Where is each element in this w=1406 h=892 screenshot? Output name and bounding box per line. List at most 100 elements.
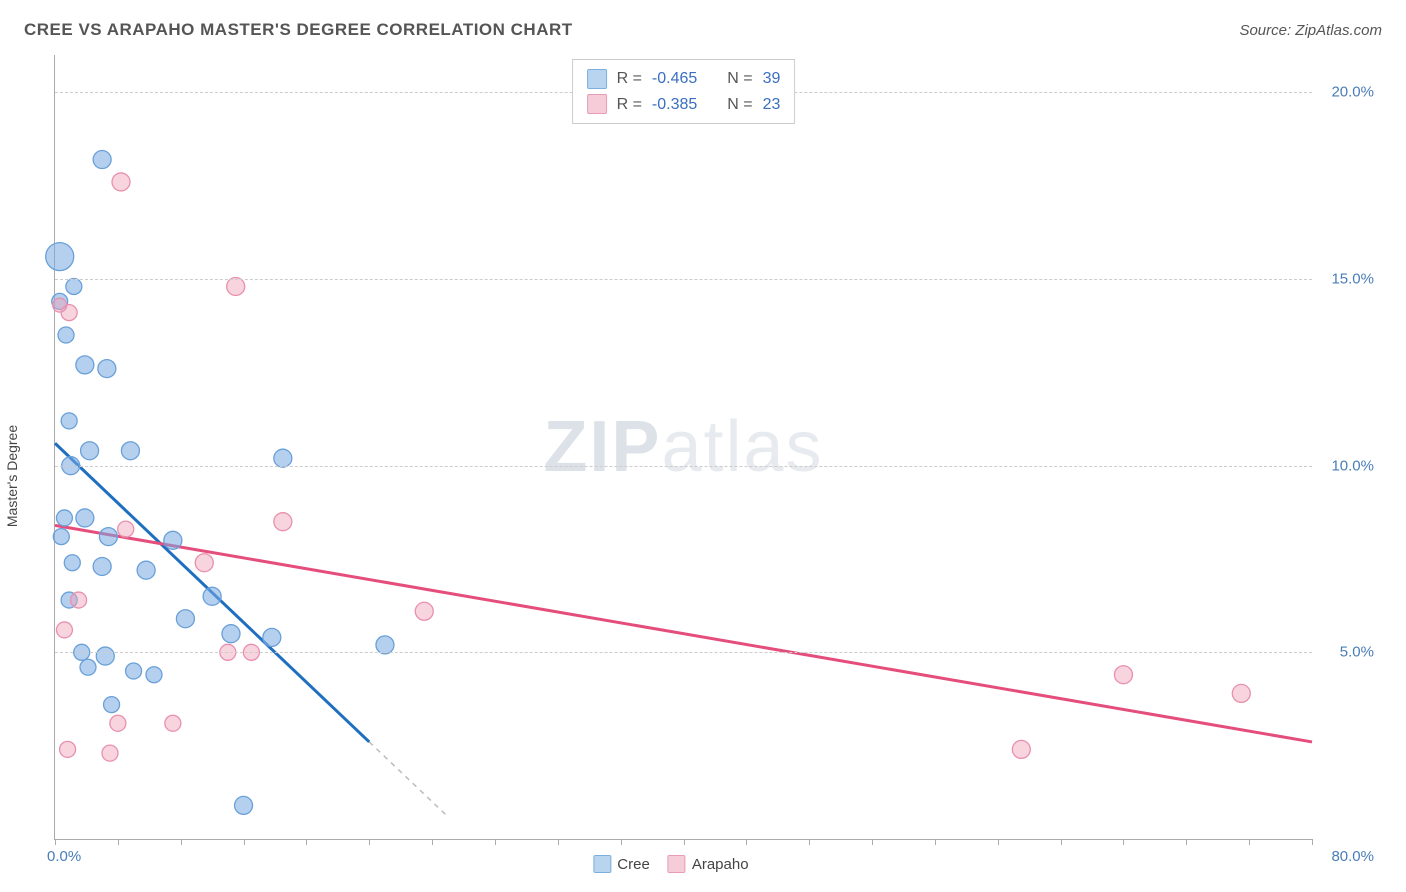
n-label: N = [727, 92, 752, 118]
data-point-cree [263, 628, 281, 646]
data-point-cree [96, 647, 114, 665]
data-point-cree [53, 529, 69, 545]
data-point-cree [203, 587, 221, 605]
x-tick [621, 839, 622, 845]
data-point-arapaho [110, 715, 126, 731]
stats-row-arapaho: R = -0.385 N = 23 [587, 92, 781, 118]
data-point-cree [126, 663, 142, 679]
r-label: R = [617, 92, 642, 118]
data-point-arapaho [53, 298, 67, 312]
x-tick [1186, 839, 1187, 845]
r-value-cree: -0.465 [652, 66, 697, 92]
data-point-cree [164, 531, 182, 549]
data-point-cree [46, 243, 74, 271]
x-tick [244, 839, 245, 845]
plot-area: ZIPatlas R = -0.465 N = 39 R = -0.385 N … [54, 55, 1312, 840]
x-tick [684, 839, 685, 845]
swatch-cree [587, 69, 607, 89]
swatch-arapaho [587, 94, 607, 114]
data-point-cree [93, 557, 111, 575]
data-point-cree [137, 561, 155, 579]
x-tick [432, 839, 433, 845]
x-tick [1312, 839, 1313, 845]
data-point-cree [235, 796, 253, 814]
data-point-arapaho [71, 592, 87, 608]
x-tick [118, 839, 119, 845]
x-tick [495, 839, 496, 845]
series-legend: Cree Arapaho [593, 855, 748, 873]
x-tick [181, 839, 182, 845]
x-tick [558, 839, 559, 845]
data-point-cree [376, 636, 394, 654]
x-tick [55, 839, 56, 845]
data-point-cree [121, 442, 139, 460]
y-tick-label: 15.0% [1331, 271, 1374, 288]
x-tick [872, 839, 873, 845]
stats-row-cree: R = -0.465 N = 39 [587, 66, 781, 92]
data-point-arapaho [118, 521, 134, 537]
legend-label-arapaho: Arapaho [692, 856, 749, 873]
data-point-cree [146, 667, 162, 683]
data-point-cree [80, 659, 96, 675]
y-axis-label: Master's Degree [4, 424, 20, 526]
n-value-arapaho: 23 [763, 92, 781, 118]
gridline [55, 652, 1312, 653]
data-point-arapaho [1012, 740, 1030, 758]
x-tick [1123, 839, 1124, 845]
x-tick [998, 839, 999, 845]
x-axis-max: 80.0% [1331, 848, 1374, 865]
data-point-cree [99, 528, 117, 546]
n-value-cree: 39 [763, 66, 781, 92]
data-point-cree [81, 442, 99, 460]
chart-container: Master's Degree ZIPatlas R = -0.465 N = … [24, 55, 1382, 880]
data-point-arapaho [195, 554, 213, 572]
data-point-cree [222, 625, 240, 643]
chart-svg [55, 55, 1312, 839]
data-point-arapaho [60, 741, 76, 757]
n-label: N = [727, 66, 752, 92]
legend-item-cree: Cree [593, 855, 650, 873]
x-tick [746, 839, 747, 845]
trend-line-dash-cree [369, 742, 448, 817]
data-point-cree [76, 356, 94, 374]
legend-item-arapaho: Arapaho [668, 855, 749, 873]
x-tick [935, 839, 936, 845]
y-tick-label: 10.0% [1331, 457, 1374, 474]
trend-line-arapaho [55, 525, 1312, 742]
data-point-arapaho [165, 715, 181, 731]
data-point-cree [58, 327, 74, 343]
data-point-cree [93, 151, 111, 169]
x-tick [369, 839, 370, 845]
data-point-cree [104, 697, 120, 713]
chart-title: CREE VS ARAPAHO MASTER'S DEGREE CORRELAT… [24, 20, 573, 40]
x-tick [306, 839, 307, 845]
data-point-cree [64, 555, 80, 571]
data-point-cree [66, 278, 82, 294]
data-point-arapaho [112, 173, 130, 191]
legend-swatch-cree [593, 855, 611, 873]
data-point-cree [98, 360, 116, 378]
data-point-cree [76, 509, 94, 527]
x-tick [809, 839, 810, 845]
data-point-arapaho [415, 602, 433, 620]
r-value-arapaho: -0.385 [652, 92, 697, 118]
legend-swatch-arapaho [668, 855, 686, 873]
data-point-arapaho [227, 277, 245, 295]
data-point-cree [274, 449, 292, 467]
data-point-cree [61, 413, 77, 429]
data-point-arapaho [274, 513, 292, 531]
gridline [55, 466, 1312, 467]
r-label: R = [617, 66, 642, 92]
source-label: Source: ZipAtlas.com [1239, 22, 1382, 39]
data-point-cree [176, 610, 194, 628]
x-axis-min: 0.0% [47, 848, 81, 865]
x-tick [1061, 839, 1062, 845]
data-point-arapaho [1232, 684, 1250, 702]
gridline [55, 279, 1312, 280]
y-tick-label: 20.0% [1331, 84, 1374, 101]
legend-label-cree: Cree [617, 856, 650, 873]
y-tick-label: 5.0% [1340, 644, 1374, 661]
data-point-arapaho [56, 622, 72, 638]
data-point-arapaho [1114, 666, 1132, 684]
stats-legend: R = -0.465 N = 39 R = -0.385 N = 23 [572, 59, 796, 124]
